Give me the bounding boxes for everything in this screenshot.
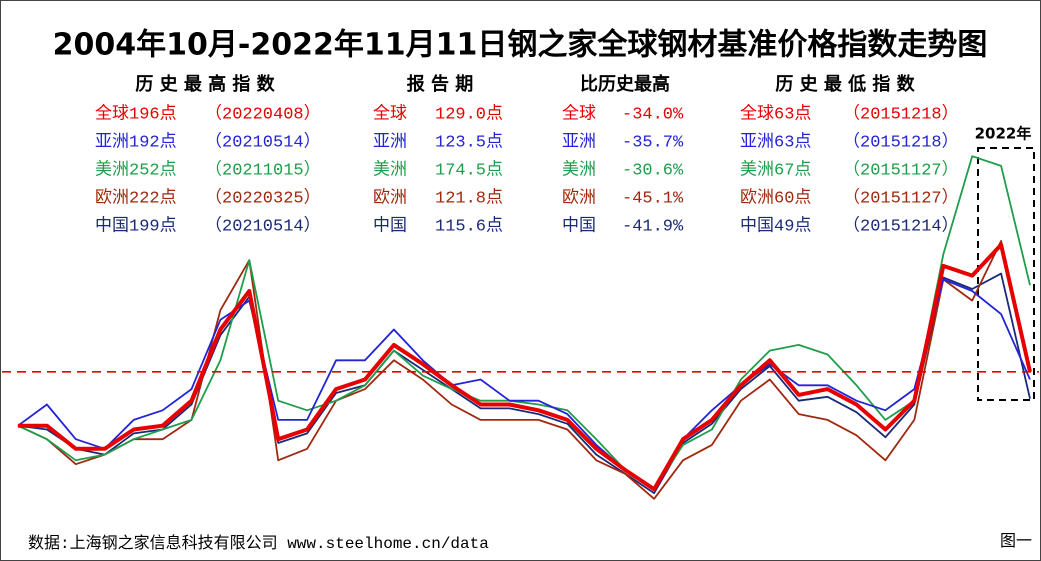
table-cell: 中国 bbox=[373, 215, 407, 236]
table-cell: -45.1% bbox=[622, 189, 684, 208]
table-cell: 全球196点 bbox=[95, 103, 177, 124]
table-cell: 亚洲192点 bbox=[95, 131, 177, 152]
table-cell: 全球63点 bbox=[740, 103, 811, 124]
series-line bbox=[18, 242, 1032, 492]
table-cell: 美洲252点 bbox=[95, 159, 177, 180]
table-cell: （20151127） bbox=[843, 187, 959, 208]
table-cell: 全球 bbox=[562, 103, 596, 124]
table-header: 历 史 最 低 指 数 bbox=[775, 73, 915, 95]
table-header: 比历史最高 bbox=[580, 73, 670, 95]
figure-label: 图一 bbox=[1000, 533, 1032, 551]
table-cell: （20220325） bbox=[205, 187, 321, 208]
table-cell: 中国 bbox=[562, 215, 596, 236]
table-cell: 欧洲222点 bbox=[95, 187, 177, 208]
table-header: 历 史 最 高 指 数 bbox=[135, 73, 275, 95]
table-cell: （20220408） bbox=[205, 103, 321, 124]
series-line bbox=[17, 272, 1031, 495]
table-cell: 欧洲 bbox=[373, 187, 407, 208]
table-cell: 全球 bbox=[373, 103, 407, 124]
table-cell: 115.6点 bbox=[435, 215, 503, 236]
table-cell: 129.0点 bbox=[435, 103, 503, 124]
table-cell: （20151127） bbox=[843, 159, 959, 180]
table-cell: （20211015） bbox=[205, 159, 321, 180]
highlight-box bbox=[977, 147, 1035, 401]
annotation: 2022年 bbox=[975, 125, 1032, 143]
table-cell: （20210514） bbox=[205, 215, 321, 236]
table-cell: -35.7% bbox=[622, 133, 684, 152]
table-cell: 欧洲 bbox=[562, 187, 596, 208]
table-cell: 121.8点 bbox=[435, 187, 503, 208]
table-cell: 亚洲63点 bbox=[740, 131, 811, 152]
table-cell: -30.6% bbox=[622, 161, 684, 180]
table-cell: （20151214） bbox=[843, 215, 959, 236]
series-line bbox=[17, 155, 1031, 491]
table-cell: 中国199点 bbox=[95, 215, 177, 236]
table-cell: （20151218） bbox=[843, 103, 959, 124]
table-cell: （20151218） bbox=[843, 131, 959, 152]
series-line bbox=[17, 239, 1031, 500]
source: 数据:上海钢之家信息科技有限公司 www.steelhome.cn/data bbox=[28, 534, 489, 553]
table-cell: 欧洲60点 bbox=[740, 187, 811, 208]
series-line bbox=[17, 278, 1031, 491]
table-cell: 美洲67点 bbox=[740, 159, 811, 180]
table-cell: 中国49点 bbox=[740, 215, 811, 236]
chart-title: 2004年10月-2022年11月11日钢之家全球钢材基准价格指数走势图 bbox=[53, 28, 988, 63]
table-cell: 亚洲 bbox=[562, 132, 596, 152]
table-cell: （20210514） bbox=[205, 131, 321, 152]
table-cell: -34.0% bbox=[622, 105, 684, 124]
table-cell: 美洲 bbox=[562, 159, 596, 180]
table-header: 报 告 期 bbox=[407, 73, 474, 95]
table-cell: 174.5点 bbox=[435, 159, 503, 180]
table-cell: 123.5点 bbox=[435, 131, 503, 152]
table-cell: 美洲 bbox=[373, 159, 407, 180]
table-cell: 亚洲 bbox=[373, 132, 407, 152]
table-cell: -41.9% bbox=[622, 217, 684, 236]
